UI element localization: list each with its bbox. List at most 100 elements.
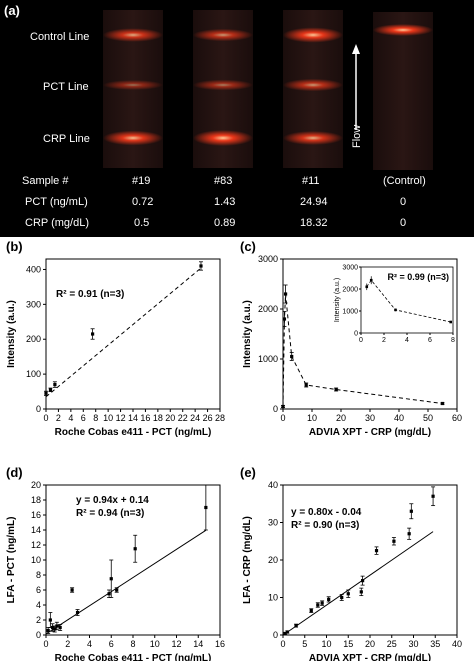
x-tick-label: 14 — [128, 413, 138, 423]
x-tick-label: 6 — [81, 413, 86, 423]
table-header-11: #11 — [302, 175, 320, 187]
x-tick-label: 6 — [109, 639, 114, 649]
data-point — [320, 601, 324, 605]
x-tick-label: 8 — [93, 413, 98, 423]
x-tick-label: 30 — [408, 639, 418, 649]
y-tick-label: 2000 — [258, 304, 278, 314]
data-point — [431, 494, 435, 498]
data-point — [294, 624, 298, 628]
y-tick-label: 100 — [26, 369, 41, 379]
y-tick-label: 20 — [31, 480, 41, 490]
x-tick-label: 10 — [150, 639, 160, 649]
y-tick-label: 2 — [36, 615, 41, 625]
panel-a-label: (a) — [4, 3, 20, 18]
y-tick-label: 14 — [31, 525, 41, 535]
x-tick-label: 20 — [336, 413, 346, 423]
y-tick-label: 40 — [268, 480, 278, 490]
data-point — [91, 332, 95, 336]
data-point — [48, 618, 52, 622]
y-tick-label: 3000 — [258, 254, 278, 264]
y-tick-label: 16 — [31, 510, 41, 520]
inset-x-tick-label: 8 — [451, 337, 455, 344]
inset-series-line — [366, 279, 451, 323]
x-tick-label: 12 — [116, 413, 126, 423]
y-tick-label: 10 — [31, 555, 41, 565]
strip-band-crp — [283, 131, 343, 145]
y-tick-label: 200 — [26, 334, 41, 344]
y-tick-label: 6 — [36, 585, 41, 595]
data-point — [75, 610, 80, 615]
data-point — [304, 383, 308, 387]
data-point — [346, 592, 350, 596]
x-tick-label: 0 — [280, 639, 285, 649]
data-point — [204, 505, 208, 510]
x-tick-label: 30 — [365, 413, 375, 423]
data-point — [53, 382, 57, 387]
y-tick-label: 300 — [26, 299, 41, 309]
y-tick-label: 10 — [268, 593, 278, 603]
inset-y-tick-label: 1000 — [342, 309, 358, 316]
x-tick-label: 2 — [56, 413, 61, 423]
table-cell: 0.72 — [132, 196, 153, 208]
x-tick-label: 14 — [193, 639, 203, 649]
control-line-label: Control Line — [30, 31, 89, 43]
y-tick-label: 400 — [26, 264, 41, 274]
x-tick-label: 0 — [280, 413, 285, 423]
x-tick-label: 10 — [321, 639, 331, 649]
data-point — [309, 609, 313, 613]
panel-label-d: (d) — [6, 465, 23, 480]
inset-y-axis-title: Intensity (a.u.) — [334, 278, 341, 322]
table-header-83: #83 — [214, 175, 232, 187]
data-point — [409, 509, 413, 513]
plot-frame — [45, 258, 221, 410]
x-tick-label: 2 — [65, 639, 70, 649]
data-point — [199, 264, 203, 268]
y-axis-title: Intensity (a.u.) — [6, 300, 17, 368]
fit-line — [45, 529, 207, 635]
chart-b: (b)0 2 4 6 8 10 12 14 16 18 20 22 24 26 28010020030040… — [6, 239, 225, 438]
data-point — [109, 577, 113, 581]
annotation: R² = 0.91 (n=3) — [56, 289, 124, 300]
table-header-19: #19 — [132, 175, 150, 187]
x-tick-label: 28 — [215, 413, 225, 423]
table-row-pct-label: PCT (ng/mL) — [25, 196, 88, 208]
inset-x-tick-label: 2 — [382, 337, 386, 344]
data-point — [285, 630, 289, 634]
sample-table: Sample # #19 #83 #11 (Control) PCT (ng/m… — [22, 175, 426, 229]
x-tick-label: 40 — [452, 639, 462, 649]
flow-arrow: Flow — [351, 44, 363, 148]
data-point — [55, 624, 59, 628]
strip-band-crp — [193, 130, 253, 146]
x-tick-label: 4 — [87, 639, 92, 649]
fit-line — [282, 531, 434, 636]
strip-band-control — [283, 27, 343, 43]
x-tick-label: 20 — [165, 413, 175, 423]
x-tick-label: 0 — [43, 413, 48, 423]
data-point — [70, 588, 74, 592]
y-tick-label: 1000 — [258, 354, 278, 364]
table-cell: 1.43 — [214, 196, 235, 208]
pct-line-label: PCT Line — [43, 81, 89, 93]
x-tick-label: 26 — [203, 413, 213, 423]
x-tick-label: 15 — [343, 639, 353, 649]
data-point — [283, 631, 287, 636]
x-tick-label: 0 — [43, 639, 48, 649]
panel-label-e: (e) — [240, 465, 256, 480]
x-axis-title: Roche Cobas e411 - PCT (ng/mL) — [55, 653, 212, 661]
y-tick-label: 0 — [36, 404, 41, 414]
data-point — [46, 628, 50, 633]
data-point — [407, 532, 411, 536]
y-axis-title: LFA - PCT (ng/mL) — [6, 517, 17, 604]
data-point — [283, 292, 288, 296]
table-cell: 0.5 — [134, 217, 149, 229]
table-header-sample: Sample # — [22, 175, 69, 187]
test-strips — [103, 10, 433, 170]
inset-x-tick-label: 0 — [359, 337, 363, 344]
y-tick-label: 8 — [36, 570, 41, 580]
data-point — [58, 625, 62, 630]
y-tick-label: 20 — [268, 555, 278, 565]
data-point — [48, 388, 53, 392]
data-point — [290, 354, 294, 359]
inset-x-tick-label: 4 — [405, 337, 409, 344]
